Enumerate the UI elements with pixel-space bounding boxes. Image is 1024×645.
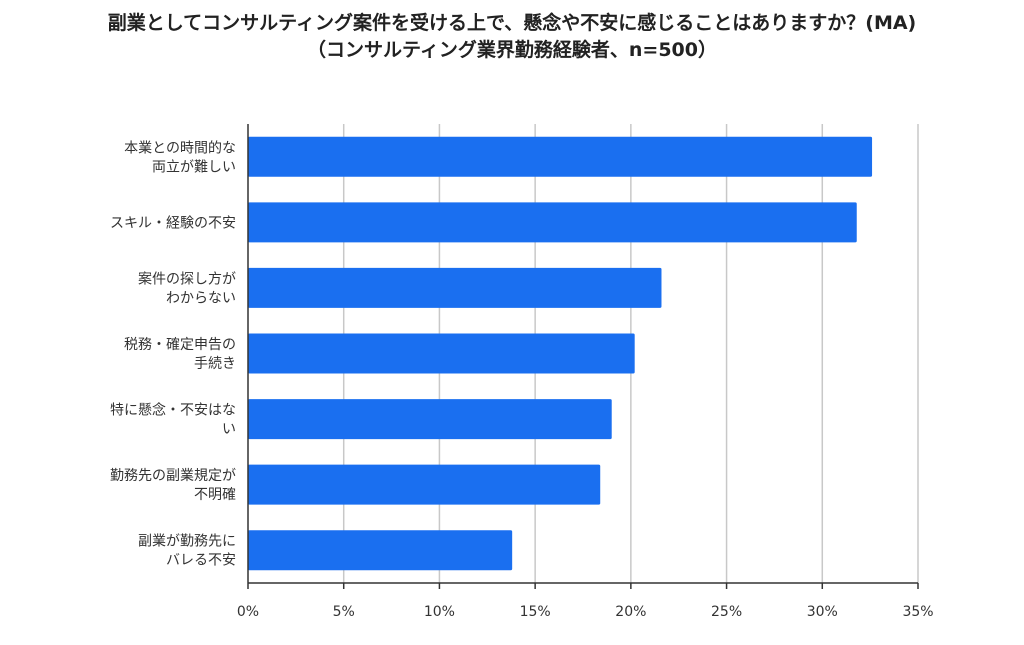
chart-title-block: 副業としてコンサルティング案件を受ける上で、懸念や不安に感じることはありますか？… [0,10,1024,64]
category-label: わからない [166,290,236,306]
category-label: 副業が勤務先に [138,534,236,550]
category-label: 案件の探し方が [138,270,236,287]
category-label: バレる不安 [166,553,236,569]
bar [248,464,601,505]
category-label: い [222,422,236,438]
category-label: スキル・経験の不安 [110,215,236,231]
x-tick-label: 10% [424,604,455,620]
bars [248,136,873,571]
bar [248,333,635,374]
bar [248,136,873,177]
category-label: 特に懸念・不安はな [110,402,236,419]
x-tick-label: 35% [902,604,933,620]
x-tick-label: 5% [333,604,355,620]
category-label: 税務・確定申告の [124,337,236,353]
category-label: 勤務先の副業規定が [110,468,236,484]
x-tick-label: 30% [807,604,838,620]
x-tick-label: 25% [711,604,742,620]
axes [247,124,918,584]
bar [248,399,612,440]
chart-title: 副業としてコンサルティング案件を受ける上で、懸念や不安に感じることはありますか？… [107,12,917,34]
category-label: 手続き [194,355,236,372]
category-labels: 本業との時間的な両立が難しいスキル・経験の不安案件の探し方がわからない税務・確定… [110,140,236,568]
bar [248,530,513,571]
bar [248,267,662,308]
x-tick-label: 15% [520,604,551,620]
x-tick-label: 20% [615,604,646,620]
category-label: 不明確 [194,487,236,503]
category-label: 両立が難しい [152,159,236,175]
x-tick-labels: 0% 5% 10% 15% 20% 25% 30% 35% [237,604,934,620]
bar [248,202,857,243]
grid-lines [247,124,919,589]
x-tick-label: 0% [237,604,259,620]
chart-subtitle: （コンサルティング業界勤務経験者、n=500） [307,39,717,61]
category-label: 本業との時間的な [124,140,236,156]
